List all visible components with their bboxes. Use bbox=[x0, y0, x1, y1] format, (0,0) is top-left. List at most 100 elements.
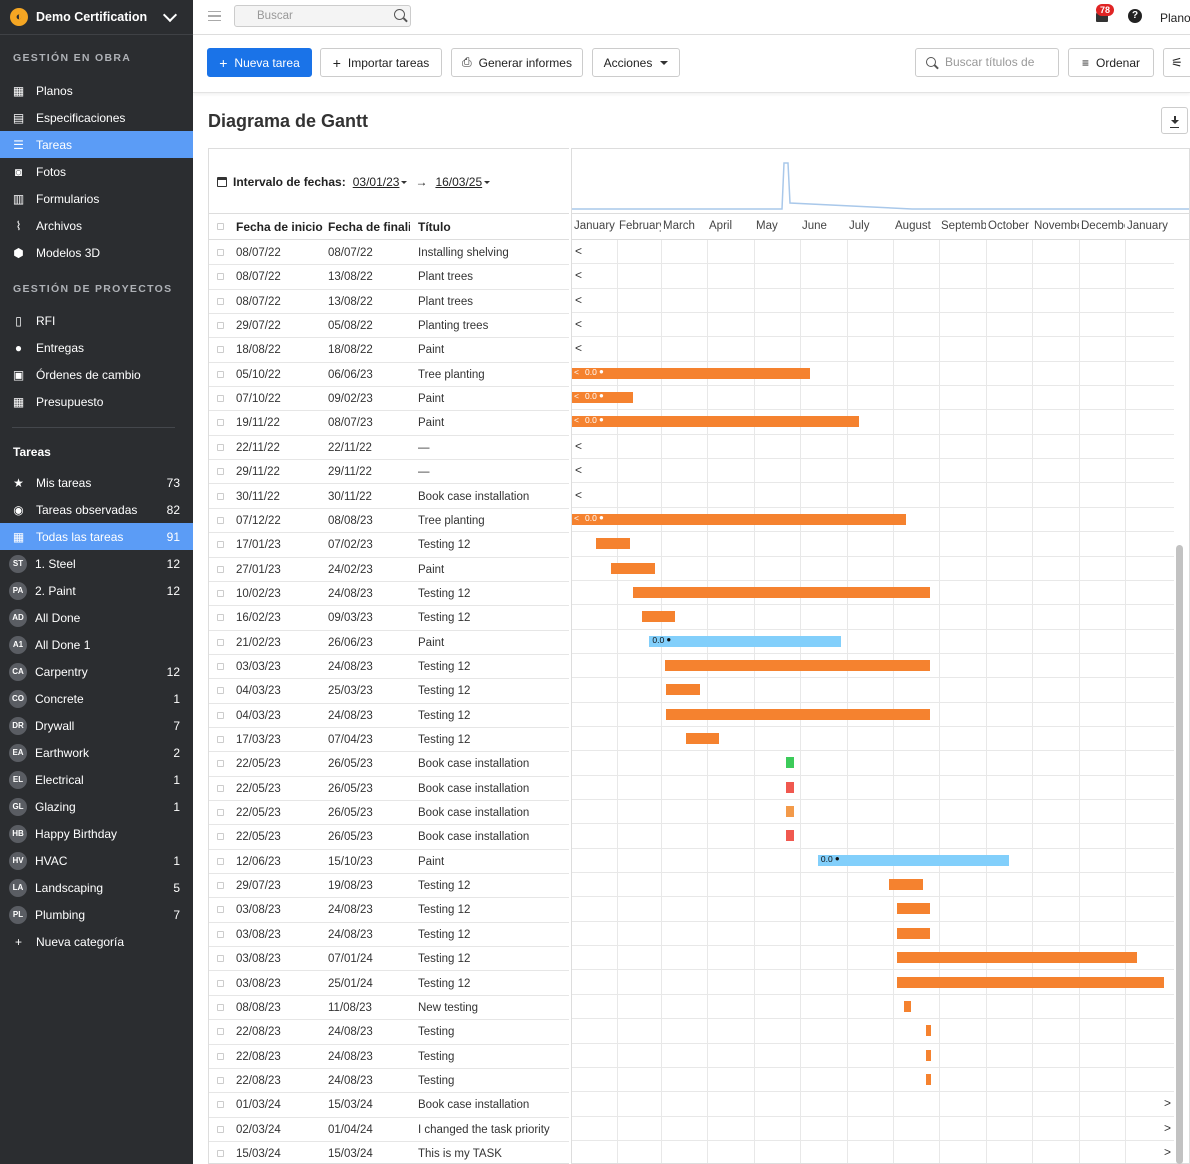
row-checkbox[interactable] bbox=[217, 1149, 224, 1157]
gantt-bar[interactable] bbox=[925, 1049, 931, 1061]
gantt-bar[interactable] bbox=[889, 879, 923, 891]
filter-settings-button[interactable]: ⚟ bbox=[1163, 48, 1190, 77]
category-item[interactable]: LA Landscaping 5 bbox=[0, 874, 193, 901]
table-row[interactable]: 05/10/22 06/06/23 Tree planting bbox=[209, 363, 569, 388]
scroll-left-arrow-icon[interactable]: < bbox=[575, 244, 583, 258]
global-search-input[interactable]: Buscar bbox=[234, 5, 411, 27]
table-row[interactable]: 22/05/23 26/05/23 Book case installation bbox=[209, 801, 569, 826]
scroll-right-arrow-icon[interactable]: > bbox=[1164, 1096, 1172, 1111]
gantt-bar[interactable] bbox=[632, 586, 931, 598]
category-item[interactable]: EA Earthwork 2 bbox=[0, 739, 193, 766]
sidebar-item-entregas[interactable]: ● Entregas bbox=[0, 334, 193, 361]
row-checkbox[interactable] bbox=[217, 322, 224, 330]
sort-button[interactable]: ≡ Ordenar bbox=[1068, 48, 1154, 77]
table-row[interactable]: 27/01/23 24/02/23 Paint bbox=[209, 558, 569, 582]
category-item[interactable]: DR Drywall 7 bbox=[0, 712, 193, 739]
download-button[interactable] bbox=[1161, 107, 1188, 134]
row-checkbox[interactable] bbox=[217, 516, 224, 524]
new-category-button[interactable]: + Nueva categoría bbox=[0, 928, 193, 955]
table-row[interactable]: 08/08/23 11/08/23 New testing bbox=[209, 996, 569, 1021]
row-checkbox[interactable] bbox=[217, 1003, 224, 1011]
row-checkbox[interactable] bbox=[217, 419, 224, 427]
table-row[interactable]: 30/11/22 30/11/22 Book case installation bbox=[209, 485, 569, 509]
gantt-bar[interactable] bbox=[641, 611, 676, 623]
scroll-right-arrow-icon[interactable]: > bbox=[1164, 1144, 1172, 1159]
scroll-left-arrow-icon[interactable]: < bbox=[575, 463, 583, 478]
gantt-bar[interactable] bbox=[925, 1073, 931, 1085]
category-item[interactable]: EL Electrical 1 bbox=[0, 766, 193, 793]
sidebar-item-modelos-3d[interactable]: ⬢ Modelos 3D bbox=[0, 239, 193, 266]
menu-icon[interactable] bbox=[208, 11, 221, 21]
table-row[interactable]: 02/03/24 01/04/24 I changed the task prior… bbox=[209, 1118, 569, 1142]
import-tasks-button[interactable]: + Importar tareas bbox=[320, 48, 442, 77]
sidebar-item-planos[interactable]: ▦ Planos bbox=[0, 77, 193, 104]
scroll-right-arrow-icon[interactable]: > bbox=[1164, 1120, 1172, 1135]
gantt-bar[interactable]: 0.0 ● bbox=[817, 854, 1010, 866]
row-checkbox[interactable] bbox=[217, 492, 224, 500]
row-checkbox[interactable] bbox=[217, 614, 224, 622]
scroll-left-arrow-icon[interactable]: < bbox=[575, 341, 583, 356]
row-checkbox[interactable] bbox=[217, 638, 224, 646]
gantt-bar[interactable] bbox=[786, 757, 794, 769]
row-checkbox[interactable] bbox=[217, 662, 224, 670]
help-icon[interactable]: ? bbox=[1128, 9, 1142, 23]
table-row[interactable]: 01/03/24 15/03/24 Book case installation bbox=[209, 1093, 569, 1118]
scroll-left-arrow-icon[interactable]: < bbox=[575, 292, 583, 307]
table-row[interactable]: 03/08/23 24/08/23 Testing 12 bbox=[209, 898, 569, 923]
gantt-bar[interactable] bbox=[786, 806, 794, 818]
date-range-end[interactable]: 16/03/25 bbox=[435, 175, 491, 189]
gantt-bar[interactable] bbox=[896, 952, 1137, 964]
table-row[interactable]: 29/11/22 29/11/22 — bbox=[209, 460, 569, 485]
gantt-bar[interactable]: <0.0 ● bbox=[572, 513, 906, 525]
table-row[interactable]: 03/03/23 24/08/23 Testing 12 bbox=[209, 655, 569, 680]
table-row[interactable]: 17/03/23 07/04/23 Testing 12 bbox=[209, 728, 569, 753]
table-row[interactable]: 04/03/23 25/03/23 Testing 12 bbox=[209, 679, 569, 704]
table-row[interactable]: 17/01/23 07/02/23 Testing 12 bbox=[209, 533, 569, 558]
row-checkbox[interactable] bbox=[217, 1052, 224, 1060]
row-checkbox[interactable] bbox=[217, 882, 224, 890]
table-row[interactable]: 07/12/22 08/08/23 Tree planting bbox=[209, 509, 569, 534]
table-row[interactable]: 22/11/22 22/11/22 — bbox=[209, 436, 569, 461]
row-checkbox[interactable] bbox=[217, 297, 224, 305]
row-checkbox[interactable] bbox=[217, 346, 224, 354]
table-row[interactable]: 03/08/23 25/01/24 Testing 12 bbox=[209, 972, 569, 996]
generate-reports-button[interactable]: ⎙ Generar informes bbox=[451, 48, 583, 77]
chevron-down-icon[interactable] bbox=[162, 7, 178, 22]
table-row[interactable]: 22/08/23 24/08/23 Testing bbox=[209, 1069, 569, 1094]
column-title[interactable]: Título bbox=[418, 220, 451, 234]
row-checkbox[interactable] bbox=[217, 565, 224, 573]
row-checkbox[interactable] bbox=[217, 1028, 224, 1036]
category-item[interactable]: GL Glazing 1 bbox=[0, 793, 193, 820]
table-row[interactable]: 08/07/22 13/08/22 Plant trees bbox=[209, 290, 569, 315]
gantt-bar[interactable]: <0.0 ● bbox=[572, 415, 859, 428]
table-row[interactable]: 29/07/22 05/08/22 Planting trees bbox=[209, 314, 569, 339]
row-checkbox[interactable] bbox=[217, 249, 224, 256]
table-row[interactable]: 16/02/23 09/03/23 Testing 12 bbox=[209, 606, 569, 631]
table-row[interactable]: 03/08/23 24/08/23 Testing 12 bbox=[209, 923, 569, 948]
row-checkbox[interactable] bbox=[217, 395, 224, 403]
scroll-left-arrow-icon[interactable]: < bbox=[575, 317, 583, 332]
gantt-bar[interactable]: <0.0 ● bbox=[572, 391, 633, 404]
gantt-bar[interactable] bbox=[925, 1025, 931, 1037]
row-checkbox[interactable] bbox=[217, 784, 224, 792]
category-item[interactable]: PL Plumbing 7 bbox=[0, 901, 193, 928]
gantt-bar[interactable] bbox=[786, 781, 794, 793]
sidebar-item-presupuesto[interactable]: ▦ Presupuesto bbox=[0, 388, 193, 415]
row-checkbox[interactable] bbox=[217, 979, 224, 987]
row-checkbox[interactable] bbox=[217, 1101, 224, 1109]
table-row[interactable]: 18/08/22 18/08/22 Paint bbox=[209, 338, 569, 363]
row-checkbox[interactable] bbox=[217, 760, 224, 768]
sidebar-item-archivos[interactable]: ⌇ Archivos bbox=[0, 212, 193, 239]
scroll-left-arrow-icon[interactable]: < bbox=[575, 268, 583, 283]
category-item[interactable]: ST 1. Steel 12 bbox=[0, 550, 193, 577]
category-item[interactable]: HB Happy Birthday bbox=[0, 820, 193, 847]
gantt-bar[interactable] bbox=[664, 659, 931, 671]
gantt-bar[interactable] bbox=[786, 830, 794, 842]
row-checkbox[interactable] bbox=[217, 541, 224, 549]
gantt-bar[interactable] bbox=[685, 733, 720, 744]
row-checkbox[interactable] bbox=[217, 687, 224, 695]
row-checkbox[interactable] bbox=[217, 273, 224, 281]
row-checkbox[interactable] bbox=[217, 1125, 224, 1133]
gantt-bar[interactable] bbox=[904, 1000, 911, 1012]
select-all-checkbox[interactable] bbox=[217, 223, 224, 230]
